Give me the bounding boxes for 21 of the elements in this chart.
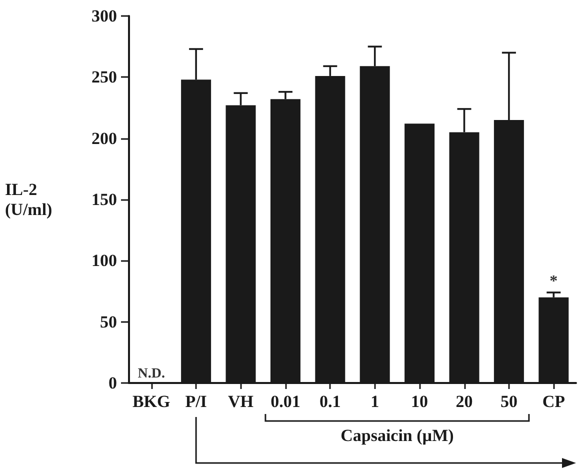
- y-tick-label: 150: [92, 190, 117, 209]
- y-tick-label: 300: [92, 6, 117, 26]
- x-tick-label: VH: [228, 392, 254, 411]
- x-tick-label: BKG: [132, 392, 170, 411]
- x-tick-label: CP: [542, 392, 565, 411]
- x-tick-label: 1: [370, 392, 380, 411]
- y-tick-label: 50: [100, 312, 117, 332]
- y-axis-title: IL-2 (U/ml): [5, 180, 52, 219]
- y-tick-label: 100: [92, 251, 117, 270]
- x-tick-label: 20: [456, 392, 473, 411]
- x-tick-label: 0.01: [270, 392, 300, 411]
- y-tick-label: 250: [92, 68, 117, 87]
- text: Capsaicin (µM): [340, 426, 454, 445]
- y-tick-label: 200: [92, 128, 117, 148]
- annotation: N.D.: [138, 366, 165, 382]
- x-tick-label: 10: [411, 392, 428, 411]
- y-tick-label: 0: [108, 374, 117, 392]
- annotation: *: [550, 272, 558, 290]
- x-tick-label: P/I: [185, 392, 208, 411]
- x-tick-label: 50: [500, 392, 518, 411]
- x-tick-label: 0.1: [320, 392, 341, 411]
